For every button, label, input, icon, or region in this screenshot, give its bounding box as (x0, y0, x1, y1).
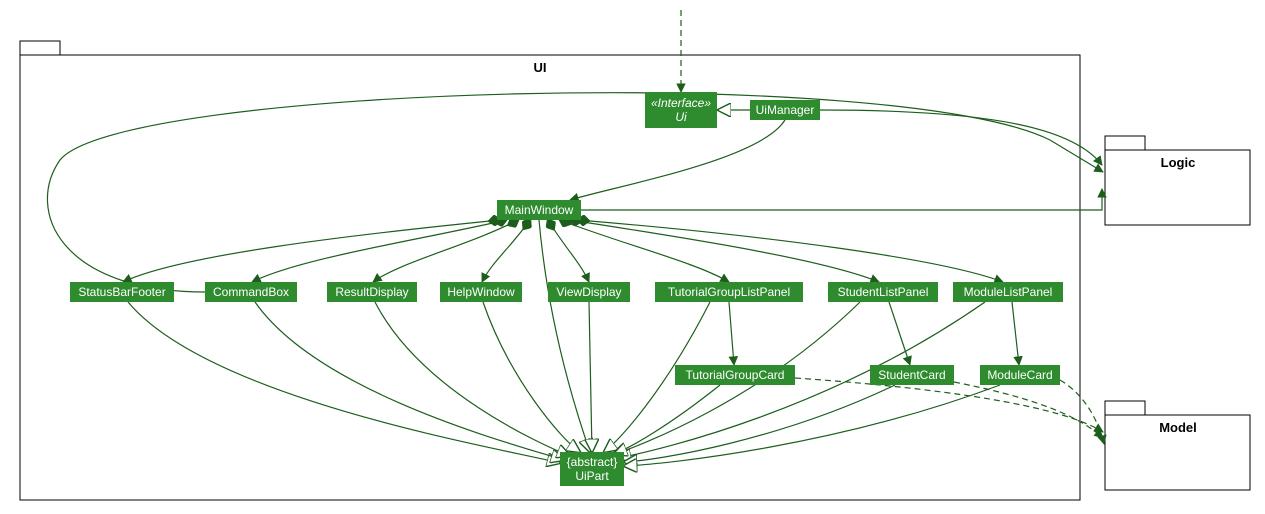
edge-20 (375, 302, 570, 456)
node-label-mod_panel-0: ModuleListPanel (964, 285, 1053, 299)
edge-12 (578, 220, 1003, 282)
node-help_win: HelpWindow (440, 282, 522, 302)
edge-14 (889, 302, 910, 365)
edge-2 (570, 120, 785, 200)
package-label-model: Model (1159, 420, 1197, 435)
edge-16 (47, 93, 1103, 292)
edge-10 (560, 220, 729, 282)
node-stu_panel: StudentListPanel (828, 282, 938, 302)
node-command_box: CommandBox (205, 282, 297, 302)
package-logic: Logic (1105, 136, 1250, 225)
edge-19 (255, 302, 564, 460)
node-ui_manager: UiManager (750, 100, 820, 120)
node-tg_card: TutorialGroupCard (675, 365, 795, 385)
node-label-help_win-0: HelpWindow (447, 285, 515, 299)
package-ui: UI (20, 41, 1080, 500)
node-stu_card: StudentCard (870, 365, 954, 385)
node-label-ui_interface-0: «Interface» (651, 96, 711, 110)
uml-diagram: UI Logic Model «Interface»Ui UiManager MainWi… (0, 0, 1265, 514)
edges (47, 10, 1104, 466)
node-label-tg_panel-0: TutorialGroupListPanel (668, 285, 790, 299)
package-model: Model (1105, 401, 1250, 490)
node-label-stu_card-0: StudentCard (878, 368, 945, 382)
edge-3 (820, 110, 1102, 165)
package-label-logic: Logic (1161, 155, 1196, 170)
node-mod_card: ModuleCard (980, 365, 1060, 385)
node-label-ui_interface-1: Ui (675, 110, 687, 124)
node-label-stu_panel-0: StudentListPanel (838, 285, 929, 299)
node-label-main_window-0: MainWindow (505, 203, 574, 217)
edge-7 (373, 220, 518, 282)
node-label-status_bar-0: StatusBarFooter (78, 285, 165, 299)
edge-4 (581, 189, 1102, 210)
edge-11 (570, 220, 879, 282)
edge-8 (482, 220, 530, 282)
node-label-tg_card-0: TutorialGroupCard (686, 368, 785, 382)
node-label-ui_part-0: {abstract} (567, 455, 618, 469)
node-label-ui_manager-0: UiManager (756, 103, 815, 117)
node-ui_part: {abstract}UiPart (560, 452, 624, 486)
edge-15 (1012, 302, 1019, 365)
node-main_window: MainWindow (497, 200, 581, 220)
node-label-ui_part-1: UiPart (575, 469, 609, 483)
node-view_disp: ViewDisplay (548, 282, 630, 302)
edge-22 (589, 302, 592, 452)
edge-9 (548, 220, 589, 282)
node-status_bar: StatusBarFooter (70, 282, 174, 302)
node-label-result_disp-0: ResultDisplay (335, 285, 408, 299)
edge-21 (483, 302, 580, 452)
edge-26 (614, 385, 720, 454)
node-result_disp: ResultDisplay (327, 282, 417, 302)
node-label-mod_card-0: ModuleCard (987, 368, 1052, 382)
edge-29 (795, 378, 1103, 432)
edge-27 (624, 385, 895, 462)
package-label-ui: UI (534, 60, 547, 75)
node-ui_interface: «Interface»Ui (645, 92, 717, 128)
edge-31 (1060, 380, 1104, 444)
edge-13 (729, 302, 734, 365)
node-label-view_disp-0: ViewDisplay (556, 285, 621, 299)
node-label-command_box-0: CommandBox (213, 285, 289, 299)
edge-30 (954, 382, 1103, 438)
node-tg_panel: TutorialGroupListPanel (655, 282, 803, 302)
edge-6 (252, 220, 506, 282)
node-mod_panel: ModuleListPanel (953, 282, 1063, 302)
